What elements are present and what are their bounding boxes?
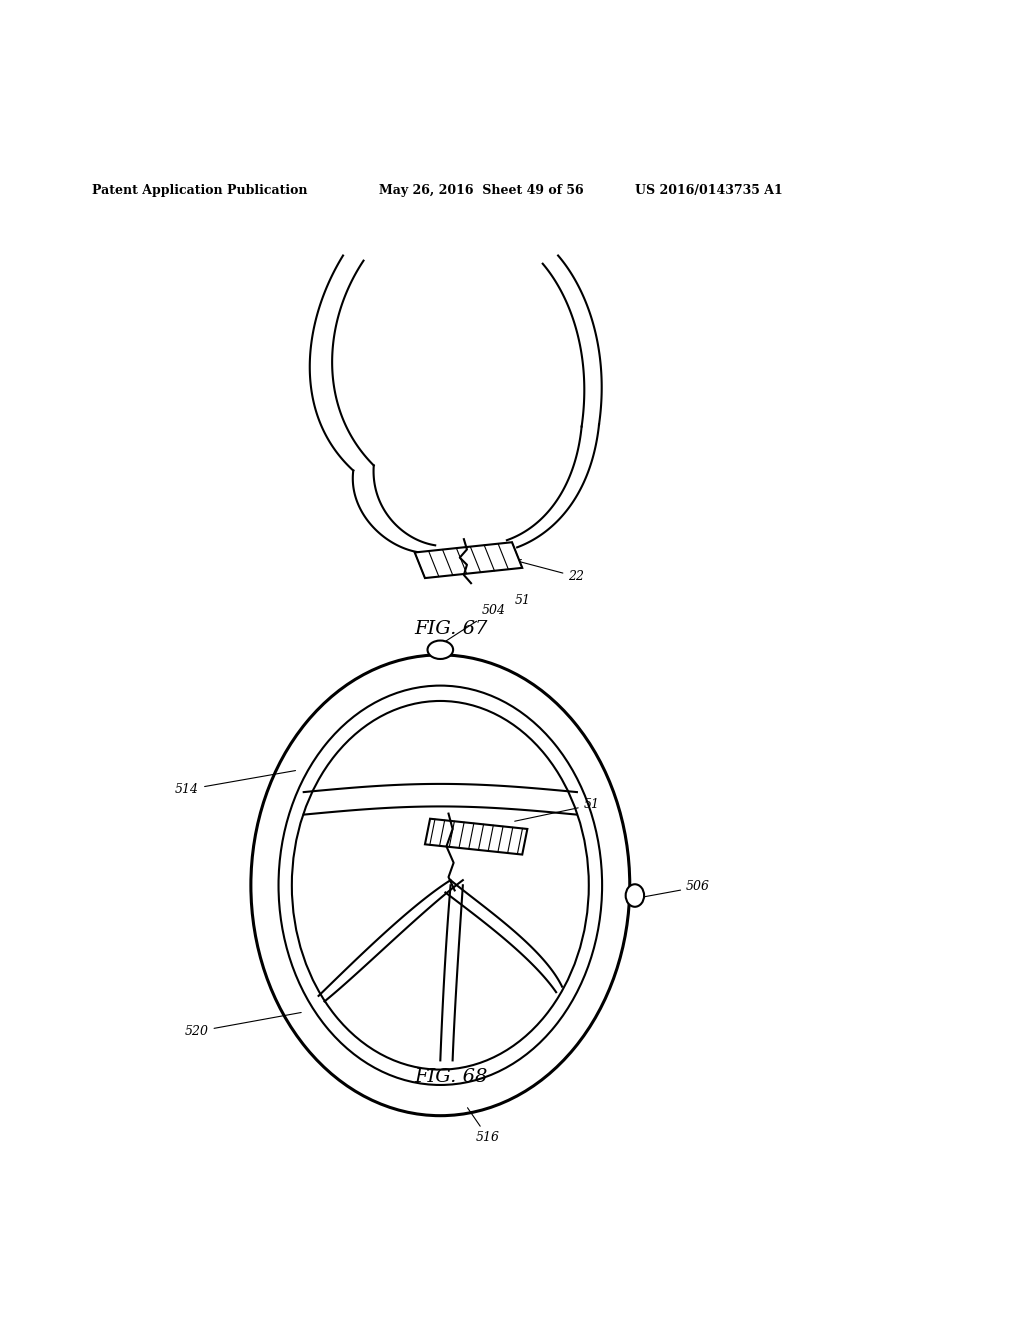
Text: FIG. 67: FIG. 67 <box>414 620 487 639</box>
Text: 504: 504 <box>442 605 505 643</box>
Text: Patent Application Publication: Patent Application Publication <box>92 183 307 197</box>
Ellipse shape <box>428 640 453 659</box>
Text: 520: 520 <box>184 1012 301 1038</box>
Polygon shape <box>415 543 522 578</box>
Text: 506: 506 <box>643 880 710 898</box>
Text: 516: 516 <box>468 1107 500 1144</box>
Text: FIG. 68: FIG. 68 <box>414 1068 487 1086</box>
Text: 51: 51 <box>515 799 600 821</box>
Polygon shape <box>425 818 527 854</box>
Text: 514: 514 <box>175 771 296 796</box>
Text: May 26, 2016  Sheet 49 of 56: May 26, 2016 Sheet 49 of 56 <box>379 183 584 197</box>
Text: US 2016/0143735 A1: US 2016/0143735 A1 <box>635 183 782 197</box>
Ellipse shape <box>626 884 644 907</box>
Text: 22: 22 <box>516 560 585 583</box>
Text: 51: 51 <box>514 594 530 607</box>
